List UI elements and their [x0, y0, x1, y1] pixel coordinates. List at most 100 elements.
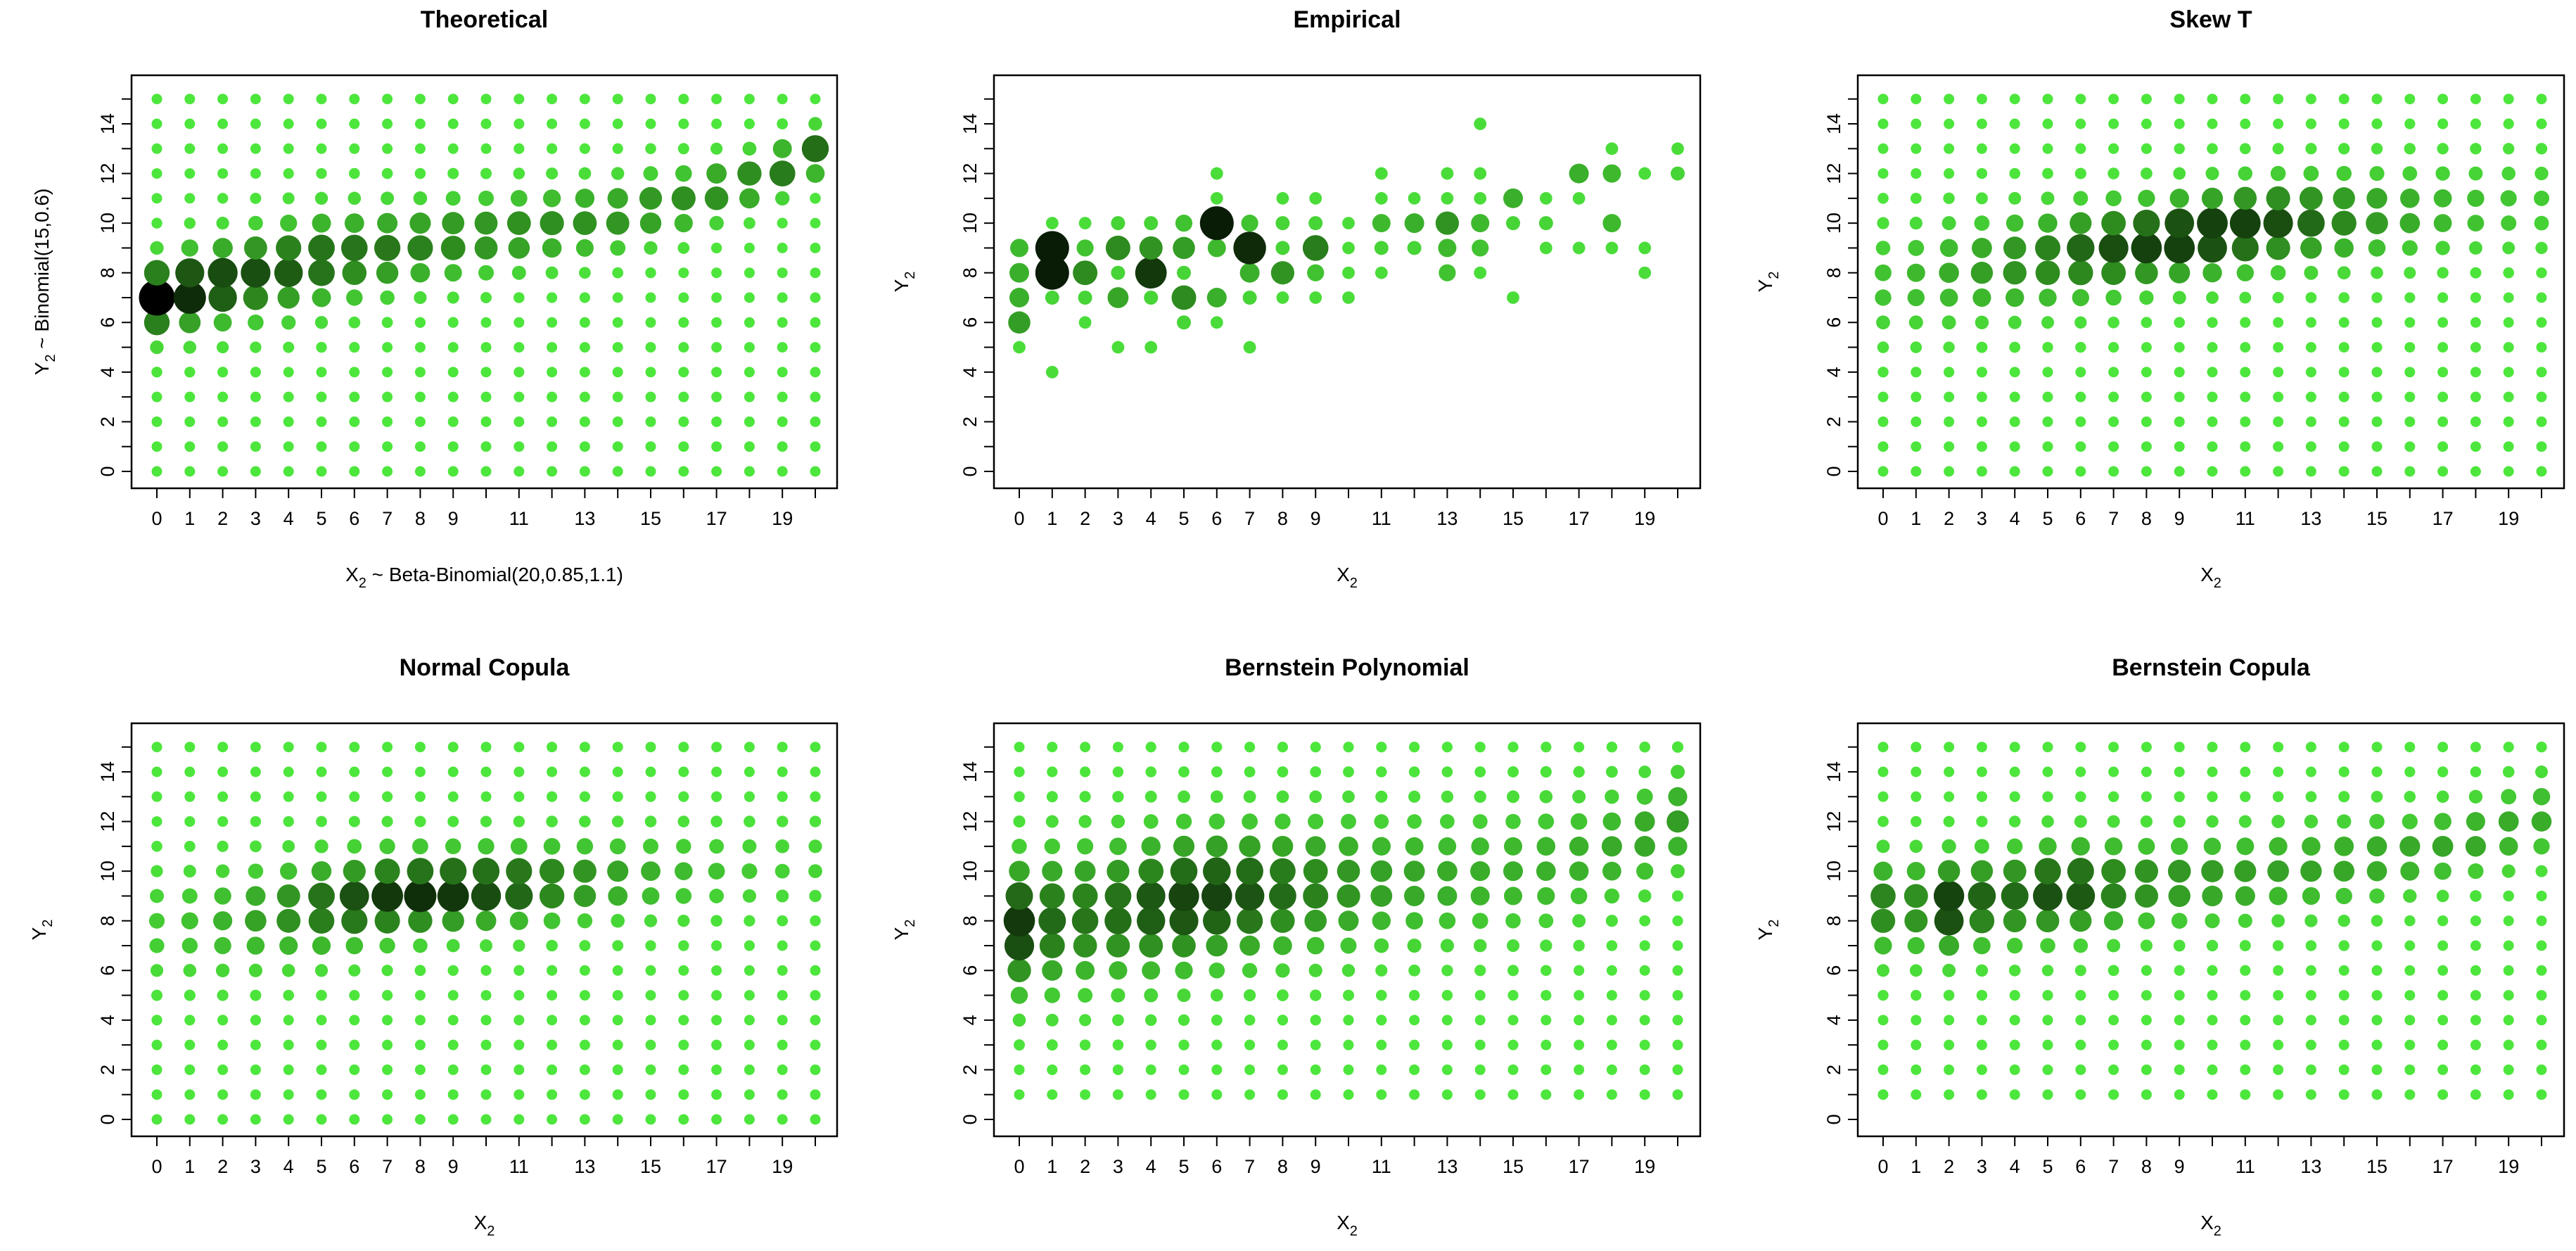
data-point — [2272, 791, 2284, 803]
data-point — [1374, 241, 1389, 255]
x-tick-label: 1 — [1911, 1156, 1921, 1177]
data-point — [704, 186, 729, 210]
data-point — [2337, 266, 2351, 280]
data-point — [308, 908, 335, 934]
data-point — [1944, 441, 1955, 452]
data-point — [2009, 416, 2020, 427]
data-point — [1606, 965, 1617, 976]
data-point — [184, 143, 196, 154]
x-tick-label: 0 — [1014, 1156, 1024, 1177]
data-point — [250, 118, 261, 129]
data-point — [2273, 367, 2284, 378]
data-point — [2042, 766, 2053, 777]
data-point — [2207, 367, 2218, 378]
data-point — [1638, 266, 1652, 279]
data-point — [2271, 815, 2285, 828]
data-point — [2305, 94, 2316, 105]
data-point — [711, 1114, 722, 1125]
data-point — [2239, 291, 2252, 304]
data-point — [2371, 766, 2383, 777]
data-point — [2273, 391, 2284, 402]
data-point — [437, 880, 469, 912]
data-point — [2238, 166, 2252, 181]
data-point — [777, 94, 788, 105]
data-point — [810, 317, 821, 328]
x-tick-label: 13 — [1436, 1156, 1458, 1177]
data-point — [2134, 859, 2158, 883]
data-point — [2174, 990, 2185, 1001]
data-point — [1666, 810, 1689, 833]
data-point — [2267, 860, 2290, 882]
data-point — [810, 1114, 821, 1125]
data-point — [542, 238, 562, 258]
data-point — [374, 858, 400, 884]
data-point — [2041, 965, 2054, 977]
data-point — [2009, 1064, 2020, 1075]
data-point — [283, 989, 295, 1001]
data-point — [1472, 913, 1488, 929]
data-point — [1201, 880, 1232, 912]
data-point — [677, 815, 690, 827]
data-point — [1441, 191, 1454, 205]
data-point — [1474, 191, 1487, 205]
data-point — [2269, 887, 2288, 906]
data-point — [1441, 1064, 1453, 1075]
data-point — [2338, 791, 2350, 803]
data-point — [217, 94, 229, 105]
data-point — [744, 416, 755, 427]
data-point — [2369, 165, 2385, 182]
data-point — [1538, 913, 1554, 929]
data-point — [316, 441, 327, 452]
data-point — [547, 1064, 558, 1075]
data-point — [446, 939, 460, 953]
x-axis-label: X2 — [1337, 564, 1358, 591]
data-point — [2334, 836, 2354, 856]
data-point — [2272, 291, 2284, 304]
data-point — [1976, 989, 1988, 1001]
data-point — [1136, 881, 1166, 910]
data-point — [514, 416, 525, 427]
data-point — [612, 965, 623, 976]
data-point — [2240, 1015, 2251, 1026]
data-point — [2536, 391, 2547, 402]
data-point — [1541, 1015, 1552, 1026]
data-point — [1538, 216, 1553, 231]
data-point — [414, 143, 426, 154]
data-point — [248, 215, 263, 231]
data-point — [213, 313, 232, 332]
data-point — [283, 1039, 294, 1050]
data-point — [2503, 342, 2514, 353]
data-points — [1875, 94, 2549, 477]
data-point — [2009, 989, 2020, 1001]
data-point — [579, 766, 590, 777]
data-point — [2009, 341, 2021, 353]
data-point — [447, 342, 459, 353]
data-point — [1536, 837, 1556, 856]
data-point — [2503, 890, 2514, 902]
data-point — [710, 915, 722, 927]
data-point — [2305, 791, 2317, 803]
data-point — [1441, 1039, 1453, 1050]
data-point — [283, 742, 294, 753]
data-point — [810, 791, 821, 802]
data-point — [744, 1015, 755, 1026]
data-point — [2207, 766, 2218, 777]
data-point — [1974, 215, 1990, 231]
data-point — [808, 839, 822, 853]
data-point — [1976, 367, 1987, 378]
data-point — [2437, 367, 2449, 378]
data-point — [283, 766, 294, 777]
data-point — [2437, 143, 2449, 155]
data-point — [414, 791, 426, 802]
data-point — [577, 913, 593, 929]
y-axis-label-subscript: 2 — [1766, 920, 1782, 927]
y-axis-label-base: Y — [891, 279, 912, 292]
data-point — [2470, 940, 2481, 951]
data-point — [678, 118, 689, 129]
data-point — [250, 1064, 261, 1075]
data-point — [480, 441, 492, 452]
data-point — [612, 766, 623, 777]
data-point — [2207, 1015, 2218, 1026]
data-point — [1035, 255, 1069, 290]
data-point — [612, 466, 623, 477]
